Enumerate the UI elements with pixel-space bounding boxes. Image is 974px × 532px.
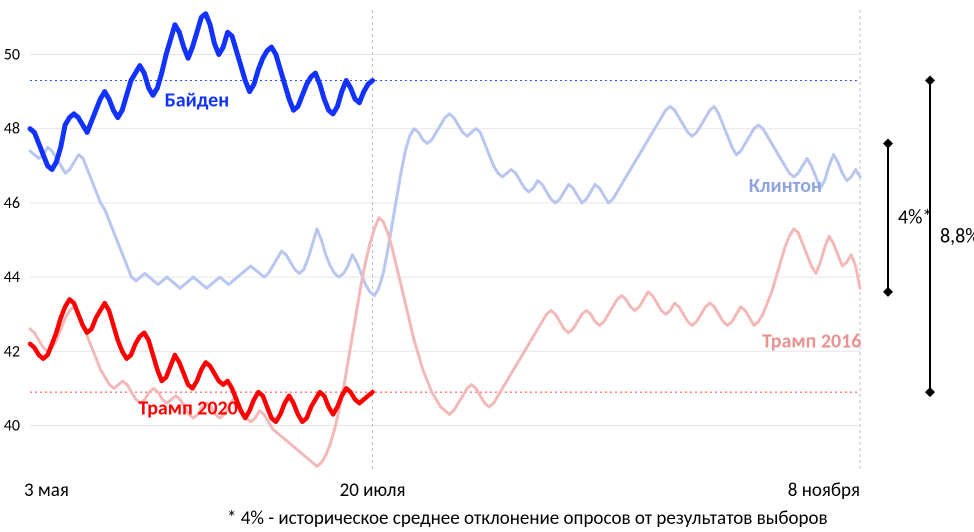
y-tick-label: 50	[4, 46, 20, 65]
series-label-trump2020: Трамп 2020	[138, 396, 237, 420]
series-label-biden: Байден	[165, 88, 230, 112]
bracket-diamond	[925, 75, 935, 85]
outer-bracket-label: 8,8%	[940, 224, 974, 248]
inner-bracket-label: 4%*	[898, 206, 932, 230]
y-tick-label: 48	[4, 120, 20, 139]
x-end-label: 8 ноября	[788, 479, 860, 502]
series-clinton	[30, 107, 860, 296]
series-trump2016	[30, 218, 860, 467]
series-label-trump2016: Трамп 2016	[762, 330, 861, 354]
y-tick-label: 46	[4, 194, 20, 213]
y-tick-label: 40	[4, 416, 20, 435]
x-start-label: 3 мая	[24, 479, 69, 502]
y-tick-label: 42	[4, 342, 20, 361]
y-tick-label: 44	[4, 268, 20, 287]
poll-chart: 40 42 44 46 48 50 Байден Трамп 2020 Клинтон Трамп…	[0, 0, 974, 532]
footnote: * 4% - историческое среднее отклонение о…	[227, 507, 828, 530]
bracket-diamond	[925, 387, 935, 397]
series-label-clinton: Клинтон	[749, 174, 822, 198]
bracket-diamond	[883, 139, 893, 149]
bracket-diamond	[883, 287, 893, 297]
x-cutoff-label: 20 июля	[340, 479, 406, 502]
chart-svg: 40 42 44 46 48 50 Байден Трамп 2020 Клинтон Трамп…	[0, 0, 974, 532]
